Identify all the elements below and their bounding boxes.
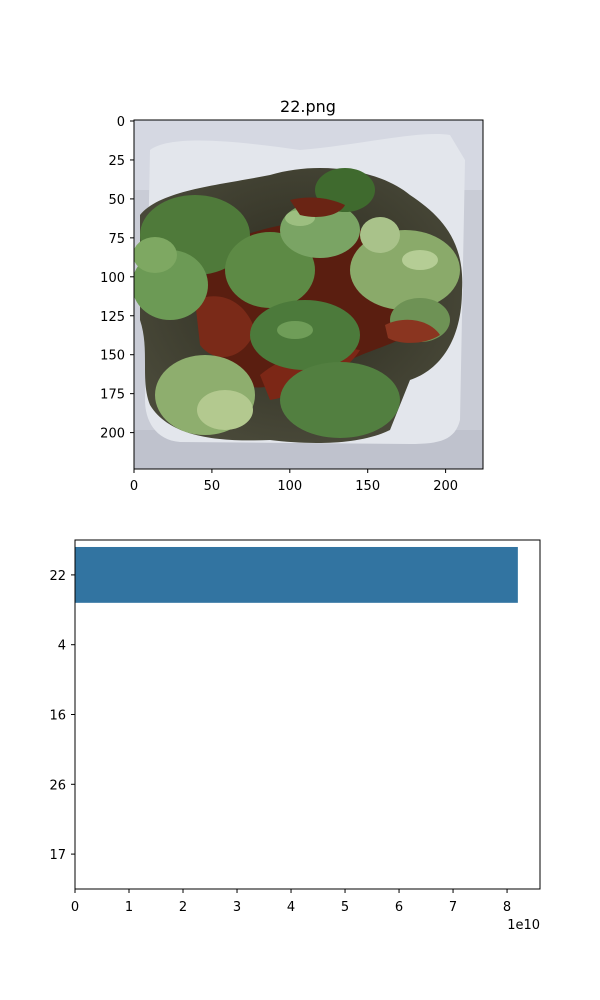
image-y-tick-label: 175 [100, 388, 125, 403]
food-photo [134, 120, 483, 469]
image-title: 22.png [280, 97, 336, 116]
bar-y-ticks: 22 4 16 26 17 [49, 569, 75, 863]
x-offset-label: 1e10 [507, 918, 540, 933]
image-x-tick-label: 50 [204, 479, 221, 494]
image-y-ticks: 0 25 50 75 100 125 150 175 200 [100, 115, 134, 442]
image-y-tick-label: 0 [117, 115, 125, 130]
image-panel: 22.png [100, 97, 484, 494]
bar-x-tick-label: 3 [233, 900, 241, 915]
bar-x-tick-label: 8 [503, 900, 511, 915]
bar-x-tick-label: 6 [395, 900, 403, 915]
bar-x-tick-label: 1 [125, 900, 133, 915]
bar-x-tick-label: 7 [449, 900, 457, 915]
image-y-tick-label: 200 [100, 427, 125, 442]
bar-y-tick-label: 22 [49, 569, 66, 584]
bar-x-ticks: 0 1 2 3 4 5 6 7 8 [71, 889, 511, 915]
image-x-ticks: 0 50 100 150 200 [130, 469, 458, 494]
bar-x-tick-label: 0 [71, 900, 79, 915]
bar-y-tick-label: 16 [49, 709, 66, 724]
bar-x-tick-label: 4 [287, 900, 295, 915]
image-x-tick-label: 200 [433, 479, 458, 494]
image-y-tick-label: 100 [100, 271, 125, 286]
bar-y-tick-label: 4 [58, 639, 66, 654]
image-x-tick-label: 150 [355, 479, 380, 494]
bar-y-tick-label: 26 [49, 778, 66, 793]
bar-22 [75, 546, 518, 603]
bar-x-tick-label: 5 [341, 900, 349, 915]
image-frame [133, 119, 484, 470]
bar-panel: 0 1 2 3 4 5 6 7 8 22 4 16 26 17 1e10 [49, 539, 541, 933]
image-y-tick-label: 25 [108, 154, 125, 169]
image-y-tick-label: 150 [100, 349, 125, 364]
image-y-tick-label: 50 [108, 193, 125, 208]
bar-x-tick-label: 2 [179, 900, 187, 915]
image-x-tick-label: 0 [130, 479, 138, 494]
bars [75, 546, 518, 603]
bar-y-tick-label: 17 [49, 848, 66, 863]
image-y-tick-label: 125 [100, 310, 125, 325]
image-x-tick-label: 100 [277, 479, 302, 494]
image-y-tick-label: 75 [108, 232, 125, 247]
